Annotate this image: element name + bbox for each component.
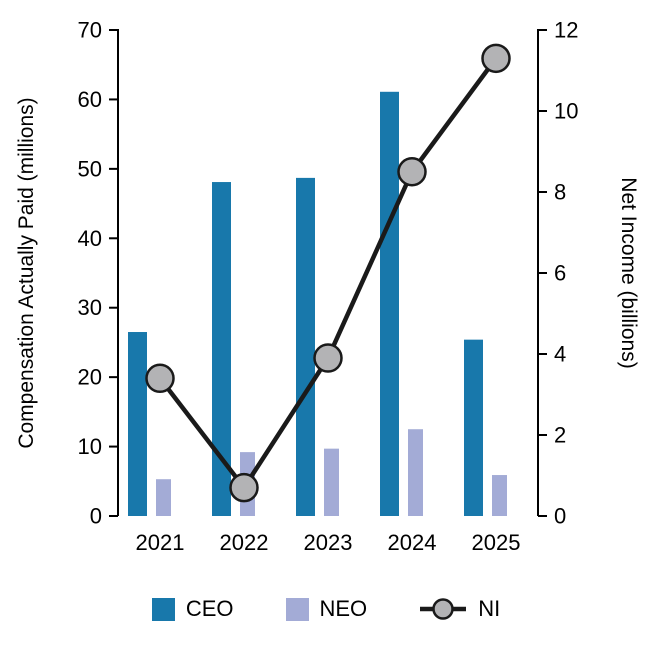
bar-neo-2023 bbox=[324, 448, 339, 516]
left-axis-tick-label: 30 bbox=[78, 295, 102, 320]
left-axis-tick-label: 70 bbox=[78, 17, 102, 42]
ni-marker-2021 bbox=[145, 363, 175, 394]
right-axis-tick-label: 4 bbox=[554, 341, 566, 366]
legend: CEO NEO NI bbox=[0, 596, 652, 622]
x-axis-tick-label: 2022 bbox=[220, 530, 269, 555]
left-axis-tick-label: 60 bbox=[78, 87, 102, 112]
ni-marker-2025 bbox=[481, 43, 511, 74]
ni-marker-2024 bbox=[397, 157, 427, 187]
right-axis-tick-label: 2 bbox=[554, 422, 566, 447]
left-axis-tick-label: 20 bbox=[78, 365, 102, 390]
legend-item-ni: NI bbox=[419, 596, 500, 622]
right-axis-tick-label: 0 bbox=[554, 503, 566, 528]
legend-ni-marker bbox=[432, 598, 454, 620]
bar-ceo-2021 bbox=[128, 332, 147, 516]
legend-item-ceo: CEO bbox=[151, 596, 234, 622]
legend-ni-icon bbox=[420, 598, 467, 620]
right-axis-tick-label: 12 bbox=[554, 17, 578, 42]
legend-swatch-ceo bbox=[151, 597, 175, 621]
right-axis-tick-label: 8 bbox=[554, 179, 566, 204]
legend-item-neo: NEO bbox=[285, 596, 368, 622]
x-axis-tick-label: 2021 bbox=[136, 530, 185, 555]
left-axis-tick-label: 10 bbox=[78, 434, 102, 459]
legend-label-neo: NEO bbox=[319, 596, 368, 621]
bar-ceo-2025 bbox=[464, 339, 483, 516]
bar-ceo-2023 bbox=[296, 177, 315, 516]
legend-swatch-neo bbox=[285, 597, 309, 621]
bar-ceo-2022 bbox=[212, 182, 231, 516]
bar-ceo-2024 bbox=[380, 91, 399, 516]
legend-label-ni: NI bbox=[478, 596, 501, 621]
x-axis-tick-label: 2025 bbox=[472, 530, 521, 555]
bar-neo-2021 bbox=[156, 479, 171, 516]
bar-neo-2024 bbox=[408, 429, 423, 516]
bar-neo-2025 bbox=[492, 475, 507, 516]
left-axis-tick-label: 50 bbox=[78, 156, 102, 181]
x-axis-tick-label: 2023 bbox=[304, 530, 353, 555]
ni-marker-2023 bbox=[313, 343, 343, 373]
plot-area: 0 10 20 30 40 50 60 70 0 2 4 6 8 10 12 2021 2022 2023 2024… bbox=[78, 17, 579, 555]
legend-label-ceo: CEO bbox=[185, 596, 234, 621]
right-axis-tick-label: 10 bbox=[554, 98, 578, 123]
left-axis-tick-label: 0 bbox=[90, 503, 102, 528]
ni-line bbox=[158, 57, 498, 492]
x-axis-tick-label: 2024 bbox=[388, 530, 437, 555]
right-axis-tick-label: 6 bbox=[554, 260, 566, 285]
ni-marker-2022 bbox=[229, 472, 259, 503]
left-axis-tick-label: 40 bbox=[78, 226, 102, 251]
